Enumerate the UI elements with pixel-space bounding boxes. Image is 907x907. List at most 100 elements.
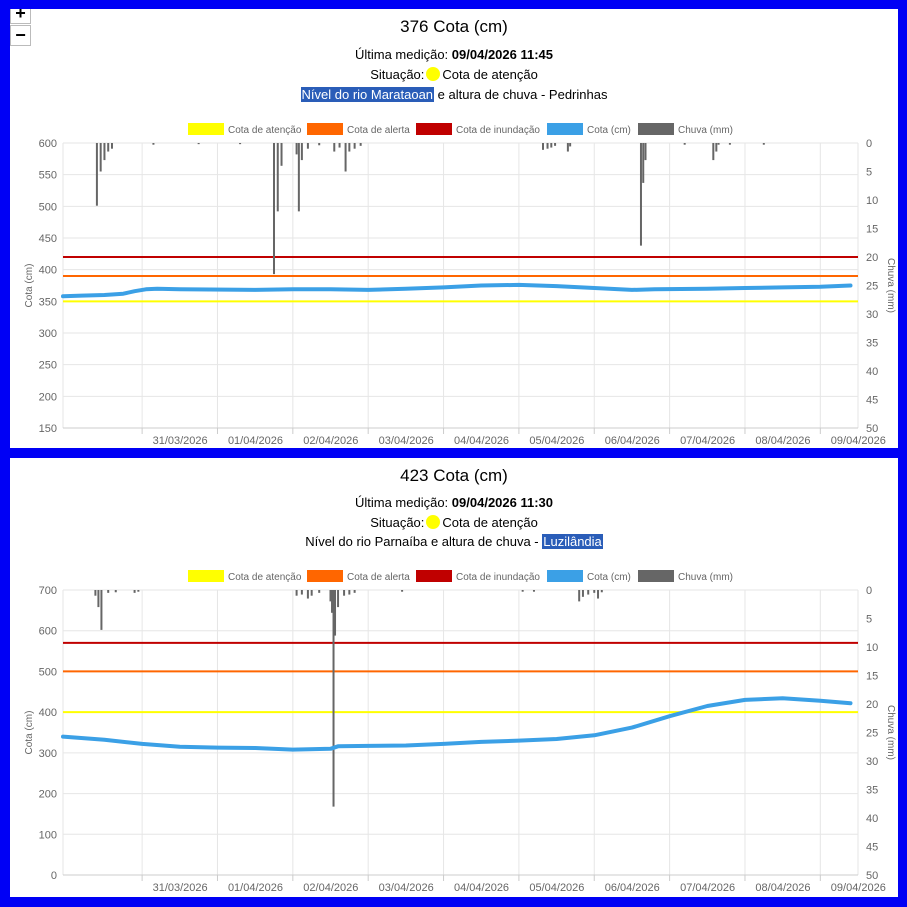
last-measurement: Última medição: 09/04/2026 11:45 (10, 47, 898, 62)
panel-pedrinhas: + − 376 Cota (cm) Última medição: 09/04/… (10, 9, 898, 448)
y-tick-label: 400 (39, 707, 57, 719)
last-measurement-value: 09/04/2026 11:45 (451, 47, 554, 62)
description-highlight: Nível do rio Marataoan (300, 87, 435, 102)
y-tick-label: 200 (39, 789, 57, 801)
status-dot-icon (426, 515, 441, 529)
legend-label: Cota de alerta (347, 572, 410, 583)
y2-tick-label: 45 (866, 842, 878, 854)
y2-tick-label: 20 (866, 252, 878, 264)
y2-tick-label: 40 (866, 813, 878, 825)
x-tick-label: 03/04/2026 (379, 435, 434, 447)
x-tick-label: 31/03/2026 (153, 882, 208, 894)
y2-tick-label: 30 (866, 309, 878, 321)
x-tick-label: 03/04/2026 (379, 882, 434, 894)
chart-description: Nível do rio Marataoan e altura de chuva… (10, 87, 898, 102)
legend-swatch (638, 570, 674, 582)
legend-swatch (547, 570, 583, 582)
x-tick-label: 02/04/2026 (303, 435, 358, 447)
y2-tick-label: 5 (866, 167, 872, 179)
description-post: e altura de chuva - Pedrinhas (434, 87, 608, 102)
y2-tick-label: 45 (866, 395, 878, 407)
legend-label: Cota (cm) (587, 125, 631, 136)
y-axis-title: Cota (cm) (24, 264, 35, 308)
x-tick-label: 06/04/2026 (605, 435, 660, 447)
chart-pedrinhas: Cota de atenção Cota de alerta Cota de inu… (24, 123, 896, 447)
y-tick-label: 300 (39, 328, 57, 340)
y-axis-title: Cota (cm) (24, 711, 35, 755)
y-tick-label: 600 (39, 138, 57, 150)
series-line (61, 282, 853, 299)
y2-tick-label: 5 (866, 614, 872, 626)
y-tick-label: 0 (51, 870, 57, 882)
legend-label: Chuva (mm) (678, 572, 733, 583)
last-measurement-label: Última medição: (354, 47, 449, 62)
legend-swatch (547, 123, 583, 135)
y2-tick-label: 40 (866, 366, 878, 378)
last-measurement-value: 09/04/2026 11:30 (451, 495, 554, 510)
legend-label: Cota de inundação (456, 125, 540, 136)
x-tick-label: 06/04/2026 (605, 882, 660, 894)
status-label: Situação: (370, 67, 425, 82)
x-tick-label: 01/04/2026 (228, 882, 283, 894)
y2-tick-label: 30 (866, 756, 878, 768)
chart-luzilandia: Cota de atenção Cota de alerta Cota de inu… (24, 570, 896, 894)
x-tick-label: 08/04/2026 (755, 435, 810, 447)
y-tick-label: 550 (39, 170, 57, 182)
y-tick-label: 250 (39, 360, 57, 372)
y2-tick-label: 0 (866, 585, 872, 597)
y-tick-label: 150 (39, 423, 57, 435)
panel-title: 423 Cota (cm) (400, 466, 508, 485)
last-measurement: Última medição: 09/04/2026 11:30 (10, 495, 898, 510)
status-label: Situação: (370, 515, 425, 530)
last-measurement-label: Última medição: (354, 495, 449, 510)
y-tick-label: 700 (39, 585, 57, 597)
y2-tick-label: 25 (866, 281, 878, 293)
status-line: Situação: Cota de atenção (10, 67, 898, 82)
legend-swatch (416, 570, 452, 582)
x-tick-label: 05/04/2026 (529, 435, 584, 447)
legend-label: Cota de inundação (456, 572, 540, 583)
y2-tick-label: 50 (866, 423, 878, 435)
y2-tick-label: 35 (866, 785, 878, 797)
x-tick-label: 04/04/2026 (454, 435, 509, 447)
legend-swatch (188, 123, 224, 135)
y2-tick-label: 0 (866, 138, 872, 150)
y-tick-label: 100 (39, 829, 57, 841)
y-tick-label: 600 (39, 626, 57, 638)
y2-tick-label: 10 (866, 642, 878, 654)
x-tick-label: 08/04/2026 (755, 882, 810, 894)
x-tick-label: 05/04/2026 (529, 882, 584, 894)
legend-label: Cota de atenção (228, 125, 302, 136)
y2-tick-label: 20 (866, 699, 878, 711)
y-tick-label: 300 (39, 748, 57, 760)
x-tick-label: 01/04/2026 (228, 435, 283, 447)
y-tick-label: 500 (39, 201, 57, 213)
y2-axis-title: Chuva (mm) (885, 705, 896, 760)
legend-label: Cota de atenção (228, 572, 302, 583)
y2-tick-label: 15 (866, 224, 878, 236)
y-tick-label: 350 (39, 296, 57, 308)
x-tick-label: 07/04/2026 (680, 882, 735, 894)
y2-axis-title: Chuva (mm) (885, 258, 896, 313)
zoom-out-button[interactable]: − (10, 25, 31, 46)
zoom-in-button[interactable]: + (10, 9, 31, 24)
x-tick-label: 02/04/2026 (303, 882, 358, 894)
x-tick-label: 31/03/2026 (153, 435, 208, 447)
legend-swatch (307, 570, 343, 582)
x-tick-label: 09/04/2026 (831, 882, 886, 894)
legend-swatch (638, 123, 674, 135)
y-tick-label: 200 (39, 391, 57, 403)
status-value: Cota de atenção (442, 515, 538, 530)
x-tick-label: 09/04/2026 (831, 435, 886, 447)
y2-tick-label: 10 (866, 195, 878, 207)
y-tick-label: 450 (39, 233, 57, 245)
legend-swatch (416, 123, 452, 135)
status-dot-icon (426, 67, 441, 81)
panel-title: 376 Cota (cm) (400, 17, 508, 36)
legend-swatch (307, 123, 343, 135)
panel-luzilandia: 423 Cota (cm) Última medição: 09/04/2026… (10, 458, 898, 897)
description-highlight: Luzilândia (542, 534, 603, 549)
y2-tick-label: 25 (866, 728, 878, 740)
y-tick-label: 400 (39, 265, 57, 277)
legend-swatch (188, 570, 224, 582)
